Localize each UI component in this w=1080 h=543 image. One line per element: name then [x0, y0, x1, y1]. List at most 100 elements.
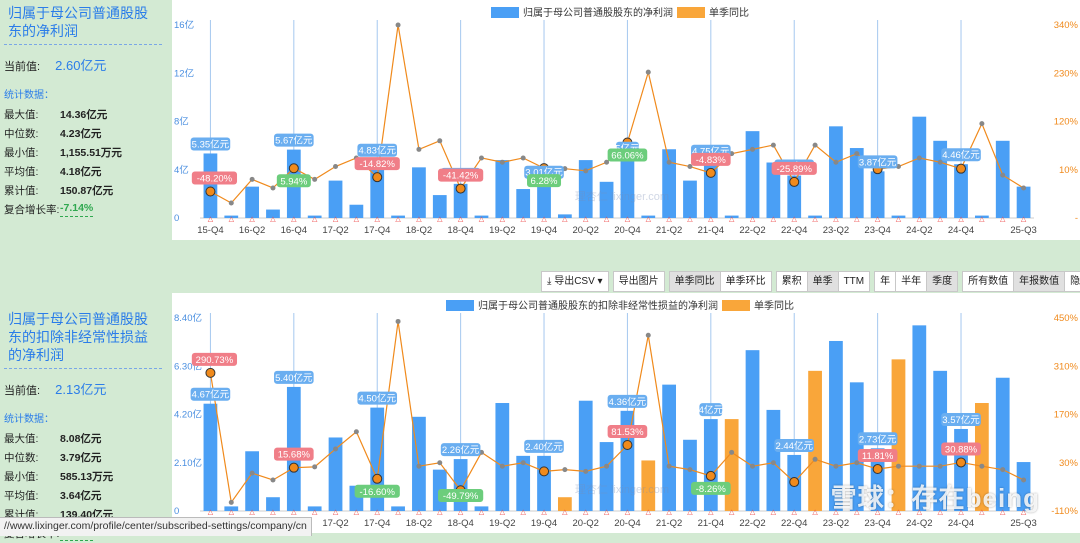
stat-value: 8.08亿元 — [60, 433, 102, 445]
y-tick-left: 8.40亿 — [174, 312, 202, 324]
yoy-point — [333, 446, 339, 452]
marker-triangle: △ — [896, 216, 902, 223]
toggle-单季环比[interactable]: 单季环比 — [720, 271, 772, 292]
pct-label: 81.53% — [607, 424, 648, 438]
toggle-季度[interactable]: 季度 — [927, 271, 959, 292]
marker-triangle: △ — [270, 509, 276, 516]
marker-triangle: △ — [771, 509, 777, 516]
value-label: 4亿元 — [699, 403, 724, 417]
pct-label: 6.28% — [527, 174, 562, 188]
marker-triangle: △ — [875, 216, 881, 223]
toggle-累积[interactable]: 累积 — [775, 271, 808, 292]
legend-swatch — [491, 7, 519, 18]
toggle-年报数值[interactable]: 年报数值 — [1014, 271, 1066, 292]
svg-text:2.40亿元: 2.40亿元 — [525, 441, 563, 453]
net-profit-chart: 归属于母公司普通股股东的净利润 单季同比 0 4亿 8亿 12亿 16亿 - 10% 120% 23… — [174, 6, 1079, 236]
toggle-所有数值[interactable]: 所有数值 — [962, 271, 1015, 292]
bar — [266, 497, 280, 511]
x-tick-label: 19-Q2 — [489, 518, 515, 529]
export-image-button[interactable]: 导出图片 — [612, 271, 665, 292]
bar — [328, 437, 343, 511]
legend-label: 单季同比 — [709, 7, 749, 19]
bar — [870, 448, 885, 511]
marker-triangle: △ — [562, 509, 568, 516]
svg-text:5.35亿元: 5.35亿元 — [192, 138, 230, 150]
y-tick-right: 170% — [1054, 410, 1079, 421]
marker-triangle: △ — [646, 509, 652, 516]
yoy-point — [228, 499, 234, 505]
svg-text:2.26亿元: 2.26亿元 — [442, 444, 480, 456]
toggle-年[interactable]: 年 — [874, 271, 897, 292]
marker-triangle: △ — [208, 216, 214, 223]
status-url: //www.lixinger.com/profile/center/subscr… — [0, 517, 312, 536]
marker-triangle: △ — [541, 509, 547, 516]
legend: 归属于母公司普通股股东的净利润 单季同比 — [491, 6, 749, 19]
bar — [933, 370, 948, 511]
toggle-半年[interactable]: 半年 — [896, 271, 928, 292]
sidebar-chart-1: 归属于母公司普通股股东的净利润 当前值: 2.60亿元 统计数据： 最大值: 14… — [0, 0, 168, 262]
pct-label: -41.42% — [438, 168, 484, 182]
bar — [766, 162, 781, 218]
marker-triangle: △ — [854, 216, 860, 223]
x-tick-label: 23-Q4 — [864, 225, 890, 236]
bar — [599, 181, 614, 218]
bar — [391, 215, 405, 218]
stat-value: 150.87亿元 — [60, 185, 114, 197]
bar — [1016, 462, 1031, 511]
yoy-point — [750, 463, 756, 469]
current-label: 当前值: — [4, 61, 41, 73]
bar — [995, 140, 1010, 218]
bar — [203, 403, 218, 511]
stats-list: 最大值: 14.36亿元 中位数: 4.23亿元 最小值: 1,155.51万元 平均值: 4… — [0, 105, 168, 219]
stat-row: 累计值: 150.87亿元 — [0, 181, 168, 200]
bar — [683, 180, 697, 218]
yoy-point — [395, 318, 401, 324]
value-label: 4.36亿元 — [607, 394, 648, 408]
x-tick-label: 18-Q4 — [447, 225, 473, 236]
stat-value: 585.13万元 — [60, 471, 114, 483]
pct-label: -14.82% — [354, 157, 400, 171]
yoy-point — [1000, 172, 1006, 178]
bar — [662, 149, 677, 218]
yoy-line — [210, 24, 1024, 204]
stat-value: 3.79亿元 — [60, 452, 102, 464]
marker-triangle: △ — [375, 509, 381, 516]
toggle-单季同比[interactable]: 单季同比 — [668, 271, 721, 292]
svg-text:4.67亿元: 4.67亿元 — [192, 389, 230, 401]
bar — [829, 340, 843, 511]
value-label: 4.46亿元 — [941, 148, 981, 162]
x-tick-label: 22-Q4 — [781, 518, 807, 529]
bar — [224, 506, 239, 511]
yoy-point — [205, 367, 216, 378]
export-csv-button[interactable]: ⤓ 导出CSV ▾ — [541, 271, 609, 292]
marker-triangle: △ — [729, 216, 735, 223]
export-csv-label: 导出CSV — [554, 276, 595, 287]
stat-row: 最小值: 585.13万元 — [0, 467, 168, 486]
bar — [349, 204, 364, 218]
marker-triangle: △ — [249, 509, 255, 516]
yoy-point — [312, 176, 318, 182]
yoy-point — [1021, 477, 1027, 483]
bar — [724, 419, 739, 511]
yoy-point — [437, 138, 443, 144]
marker-triangle: △ — [937, 216, 943, 223]
marker-triangle: △ — [958, 509, 964, 516]
yoy-point — [416, 146, 422, 152]
toggle-TTM[interactable]: TTM — [838, 271, 871, 292]
x-tick-label: 20-Q2 — [573, 225, 599, 236]
stat-row: 中位数: 4.23亿元 — [0, 124, 168, 143]
legend-swatch — [722, 300, 750, 311]
yoy-point — [812, 142, 818, 148]
bar — [495, 403, 510, 511]
toggle-单季[interactable]: 单季 — [807, 271, 839, 292]
toggle-隐藏数值[interactable]: 隐藏数值 — [1065, 271, 1080, 292]
x-tick-label: 21-Q2 — [656, 225, 682, 236]
x-tick-label: 16-Q4 — [281, 225, 307, 236]
marker-triangle: △ — [708, 216, 714, 223]
svg-text:4亿元: 4亿元 — [699, 404, 724, 416]
marker-triangle: △ — [437, 509, 443, 516]
yoy-point — [687, 467, 693, 473]
bar — [537, 181, 551, 218]
yoy-point — [729, 449, 735, 455]
stat-label: 中位数: — [4, 128, 39, 140]
